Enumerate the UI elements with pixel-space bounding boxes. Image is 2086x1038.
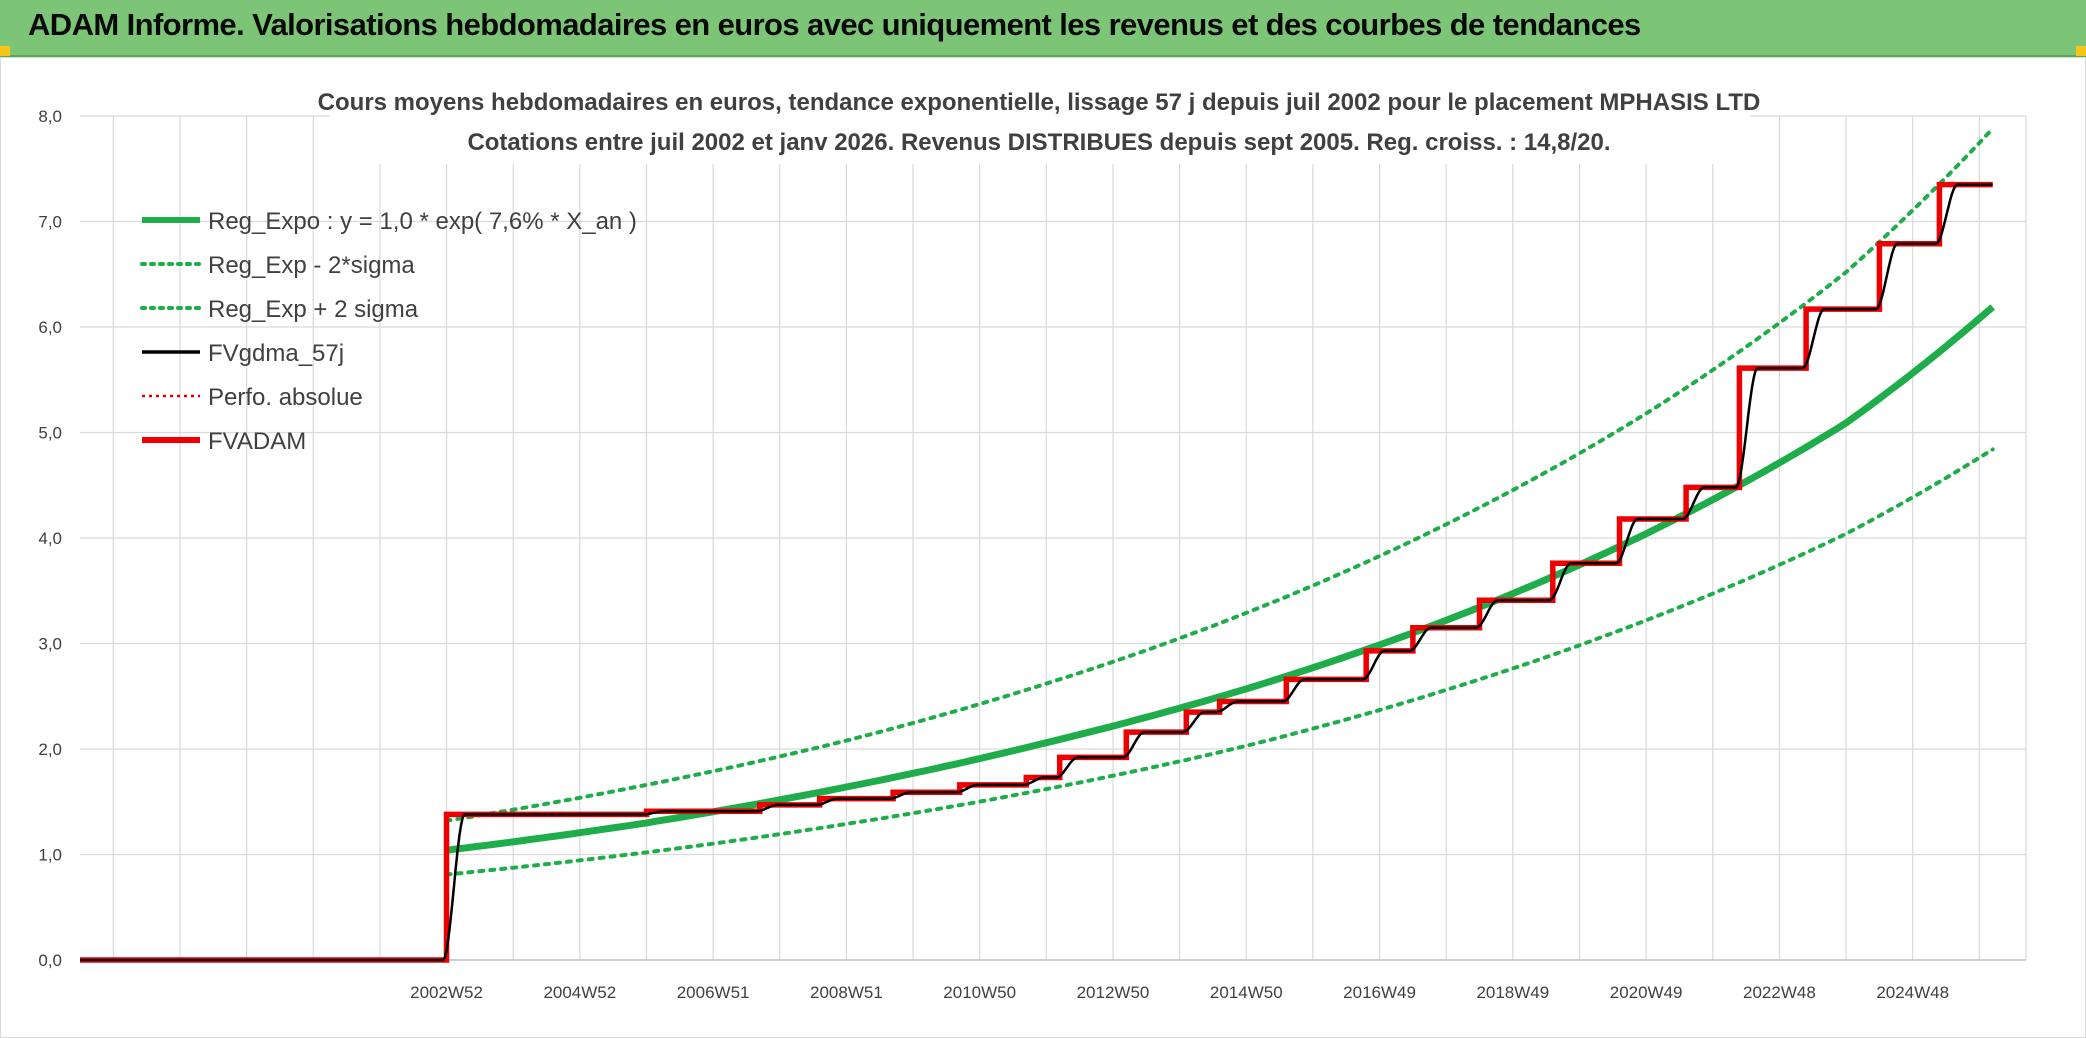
axes: 0,0 1,0 2,0 3,0 4,0 5,0 6,0 7,0 8,0 2002W52 2004W5… <box>38 107 2026 1002</box>
x-tick-label: 2024W48 <box>1876 983 1949 1002</box>
x-tick-label: 2016W49 <box>1343 983 1416 1002</box>
x-tick-label: 2014W50 <box>1210 983 1283 1002</box>
title-bar-corner-left <box>0 46 10 56</box>
legend-label-perfo: Perfo. absolue <box>208 384 363 411</box>
y-tick-label: 6,0 <box>38 318 62 337</box>
title-bar: ADAM Informe. Valorisations hebdomadaire… <box>0 0 2086 57</box>
legend-label-high: Reg_Exp + 2 sigma <box>208 296 419 323</box>
legend-label-reg: Reg_Expo : y = 1,0 * exp( 7,6% * X_an ) <box>208 208 637 235</box>
y-tick-label: 1,0 <box>38 846 62 865</box>
legend: Reg_Expo : y = 1,0 * exp( 7,6% * X_an ) R… <box>140 208 637 455</box>
legend-label-low: Reg_Exp - 2*sigma <box>208 252 415 279</box>
y-tick-label: 4,0 <box>38 529 62 548</box>
y-tick-label: 2,0 <box>38 740 62 759</box>
legend-label-fvadam: FVADAM <box>208 428 306 455</box>
series-reg-expo <box>446 304 1995 854</box>
x-tick-label: 2004W52 <box>543 983 616 1002</box>
chart-title: Cours moyens hebdomadaires en euros, ten… <box>318 89 1761 116</box>
y-tick-label: 3,0 <box>38 635 62 654</box>
legend-label-fvgdma: FVgdma_57j <box>208 340 344 367</box>
y-tick-label: 8,0 <box>38 107 62 126</box>
y-tick-label: 5,0 <box>38 424 62 443</box>
x-tick-label: 2006W51 <box>677 983 750 1002</box>
grid-lines <box>80 115 2027 960</box>
x-tick-label: 2018W49 <box>1476 983 1549 1002</box>
page-title: ADAM Informe. Valorisations hebdomadaire… <box>28 7 1641 42</box>
y-tick-label: 0,0 <box>38 951 62 970</box>
x-tick-label: 2022W48 <box>1743 983 1816 1002</box>
series-reg-exp-minus-2sigma <box>444 447 1995 877</box>
title-bar-corner-right <box>2076 46 2086 56</box>
x-tick-label: 2012W50 <box>1077 983 1150 1002</box>
chart-subtitle: Cotations entre juil 2002 et janv 2026. … <box>467 129 1610 156</box>
series-layer <box>80 126 1995 963</box>
series-fvgdma-57j <box>80 183 1993 962</box>
x-tick-label: 2002W52 <box>410 983 483 1002</box>
y-tick-label: 7,0 <box>38 213 62 232</box>
chart-title-block: Cours moyens hebdomadaires en euros, ten… <box>318 80 1761 164</box>
x-tick-label: 2020W49 <box>1610 983 1683 1002</box>
x-tick-label: 2010W50 <box>943 983 1016 1002</box>
x-tick-label: 2008W51 <box>810 983 883 1002</box>
series-reg-exp-plus-2sigma <box>444 126 1995 823</box>
